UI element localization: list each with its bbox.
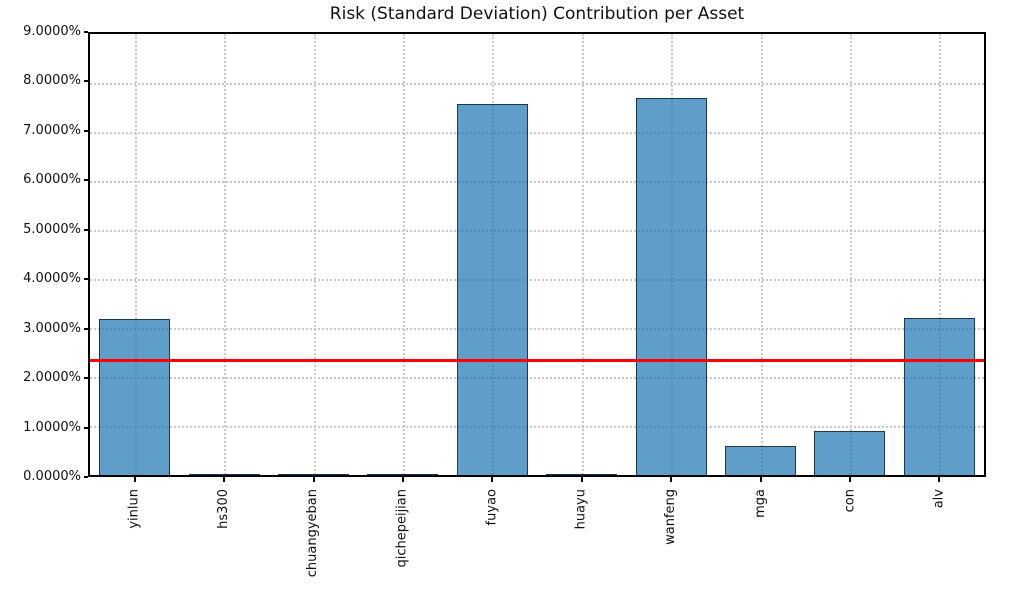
- x-tick-mark: [133, 477, 136, 482]
- x-tick-label-wanfeng: wanfeng: [663, 489, 679, 545]
- x-tick-mark: [938, 477, 941, 482]
- x-tick-mark: [312, 477, 315, 482]
- x-tick-label-con: con: [841, 489, 857, 513]
- x-tick-label-qichepeijian: qichepeijian: [394, 489, 410, 568]
- y-tick-mark: [84, 278, 88, 281]
- y-tick-mark: [84, 31, 88, 33]
- x-tick-mark: [670, 477, 673, 482]
- vgridline-yinlun: [134, 34, 137, 475]
- plot-area: [88, 32, 986, 477]
- hgridline-1: [90, 426, 984, 428]
- y-tick-mark: [84, 426, 88, 429]
- y-tick-mark: [84, 228, 88, 231]
- bar-chuangyeban: [278, 474, 349, 475]
- x-tick-label-chuangyeban: chuangyeban: [305, 489, 321, 578]
- bar-fuyao: [456, 103, 528, 475]
- x-tick-label-fuyao: fuyao: [484, 489, 500, 526]
- bar-alv: [903, 317, 975, 475]
- x-tick-mark: [223, 477, 226, 482]
- x-tick-mark: [848, 477, 851, 482]
- bar-con: [814, 430, 886, 475]
- x-tick-mark: [759, 477, 762, 482]
- vgridline-mga: [760, 34, 763, 475]
- y-tick-label: 6.0000%: [23, 172, 81, 188]
- y-tick-label: 9.0000%: [23, 24, 81, 39]
- y-tick-label: 2.0000%: [23, 370, 81, 386]
- y-tick-label: 7.0000%: [23, 122, 81, 138]
- y-tick-mark: [84, 179, 88, 182]
- chart-title: Risk (Standard Deviation) Contribution p…: [329, 4, 745, 24]
- vgridline-qichepeijian: [402, 34, 405, 475]
- y-tick-label: 1.0000%: [23, 419, 81, 435]
- x-tick-label-mga: mga: [752, 489, 768, 518]
- hgridline-7: [90, 132, 984, 134]
- x-tick-label-huayu: huayu: [573, 489, 589, 530]
- bar-mga: [725, 446, 796, 475]
- hgridline-8: [90, 83, 984, 85]
- x-tick-mark: [580, 477, 583, 482]
- x-tick-label-yinlun: yinlun: [126, 489, 142, 529]
- hgridline-5: [90, 230, 984, 232]
- y-tick-mark: [84, 327, 88, 330]
- vgridline-huayu: [581, 34, 584, 475]
- y-tick-label: 0.0000%: [23, 469, 81, 484]
- y-tick-mark: [84, 129, 88, 132]
- x-tick-label-alv: alv: [931, 489, 947, 509]
- y-tick-label: 8.0000%: [23, 73, 81, 89]
- bar-yinlun: [99, 318, 171, 475]
- average-reference-line: [90, 359, 984, 362]
- y-tick-mark: [84, 377, 88, 380]
- vgridline-con: [849, 34, 852, 475]
- bar-wanfeng: [635, 98, 707, 475]
- x-tick-mark: [491, 477, 494, 482]
- vgridline-chuangyeban: [313, 34, 316, 475]
- vgridline-alv: [939, 34, 942, 475]
- y-tick-mark: [84, 476, 88, 478]
- hgridline-4: [90, 279, 984, 281]
- hgridline-6: [90, 181, 984, 183]
- hgridline-2: [90, 377, 984, 379]
- y-tick-label: 4.0000%: [23, 271, 81, 287]
- bar-qichepeijian: [367, 474, 439, 475]
- hgridline-3: [90, 328, 984, 330]
- bar-huayu: [546, 474, 618, 475]
- y-tick-mark: [84, 80, 88, 83]
- bar-hs300: [188, 474, 260, 475]
- x-tick-label-hs300: hs300: [216, 489, 232, 529]
- x-tick-mark: [401, 477, 404, 482]
- vgridline-hs300: [224, 34, 227, 475]
- y-tick-label: 3.0000%: [23, 320, 81, 336]
- y-tick-label: 5.0000%: [23, 221, 81, 237]
